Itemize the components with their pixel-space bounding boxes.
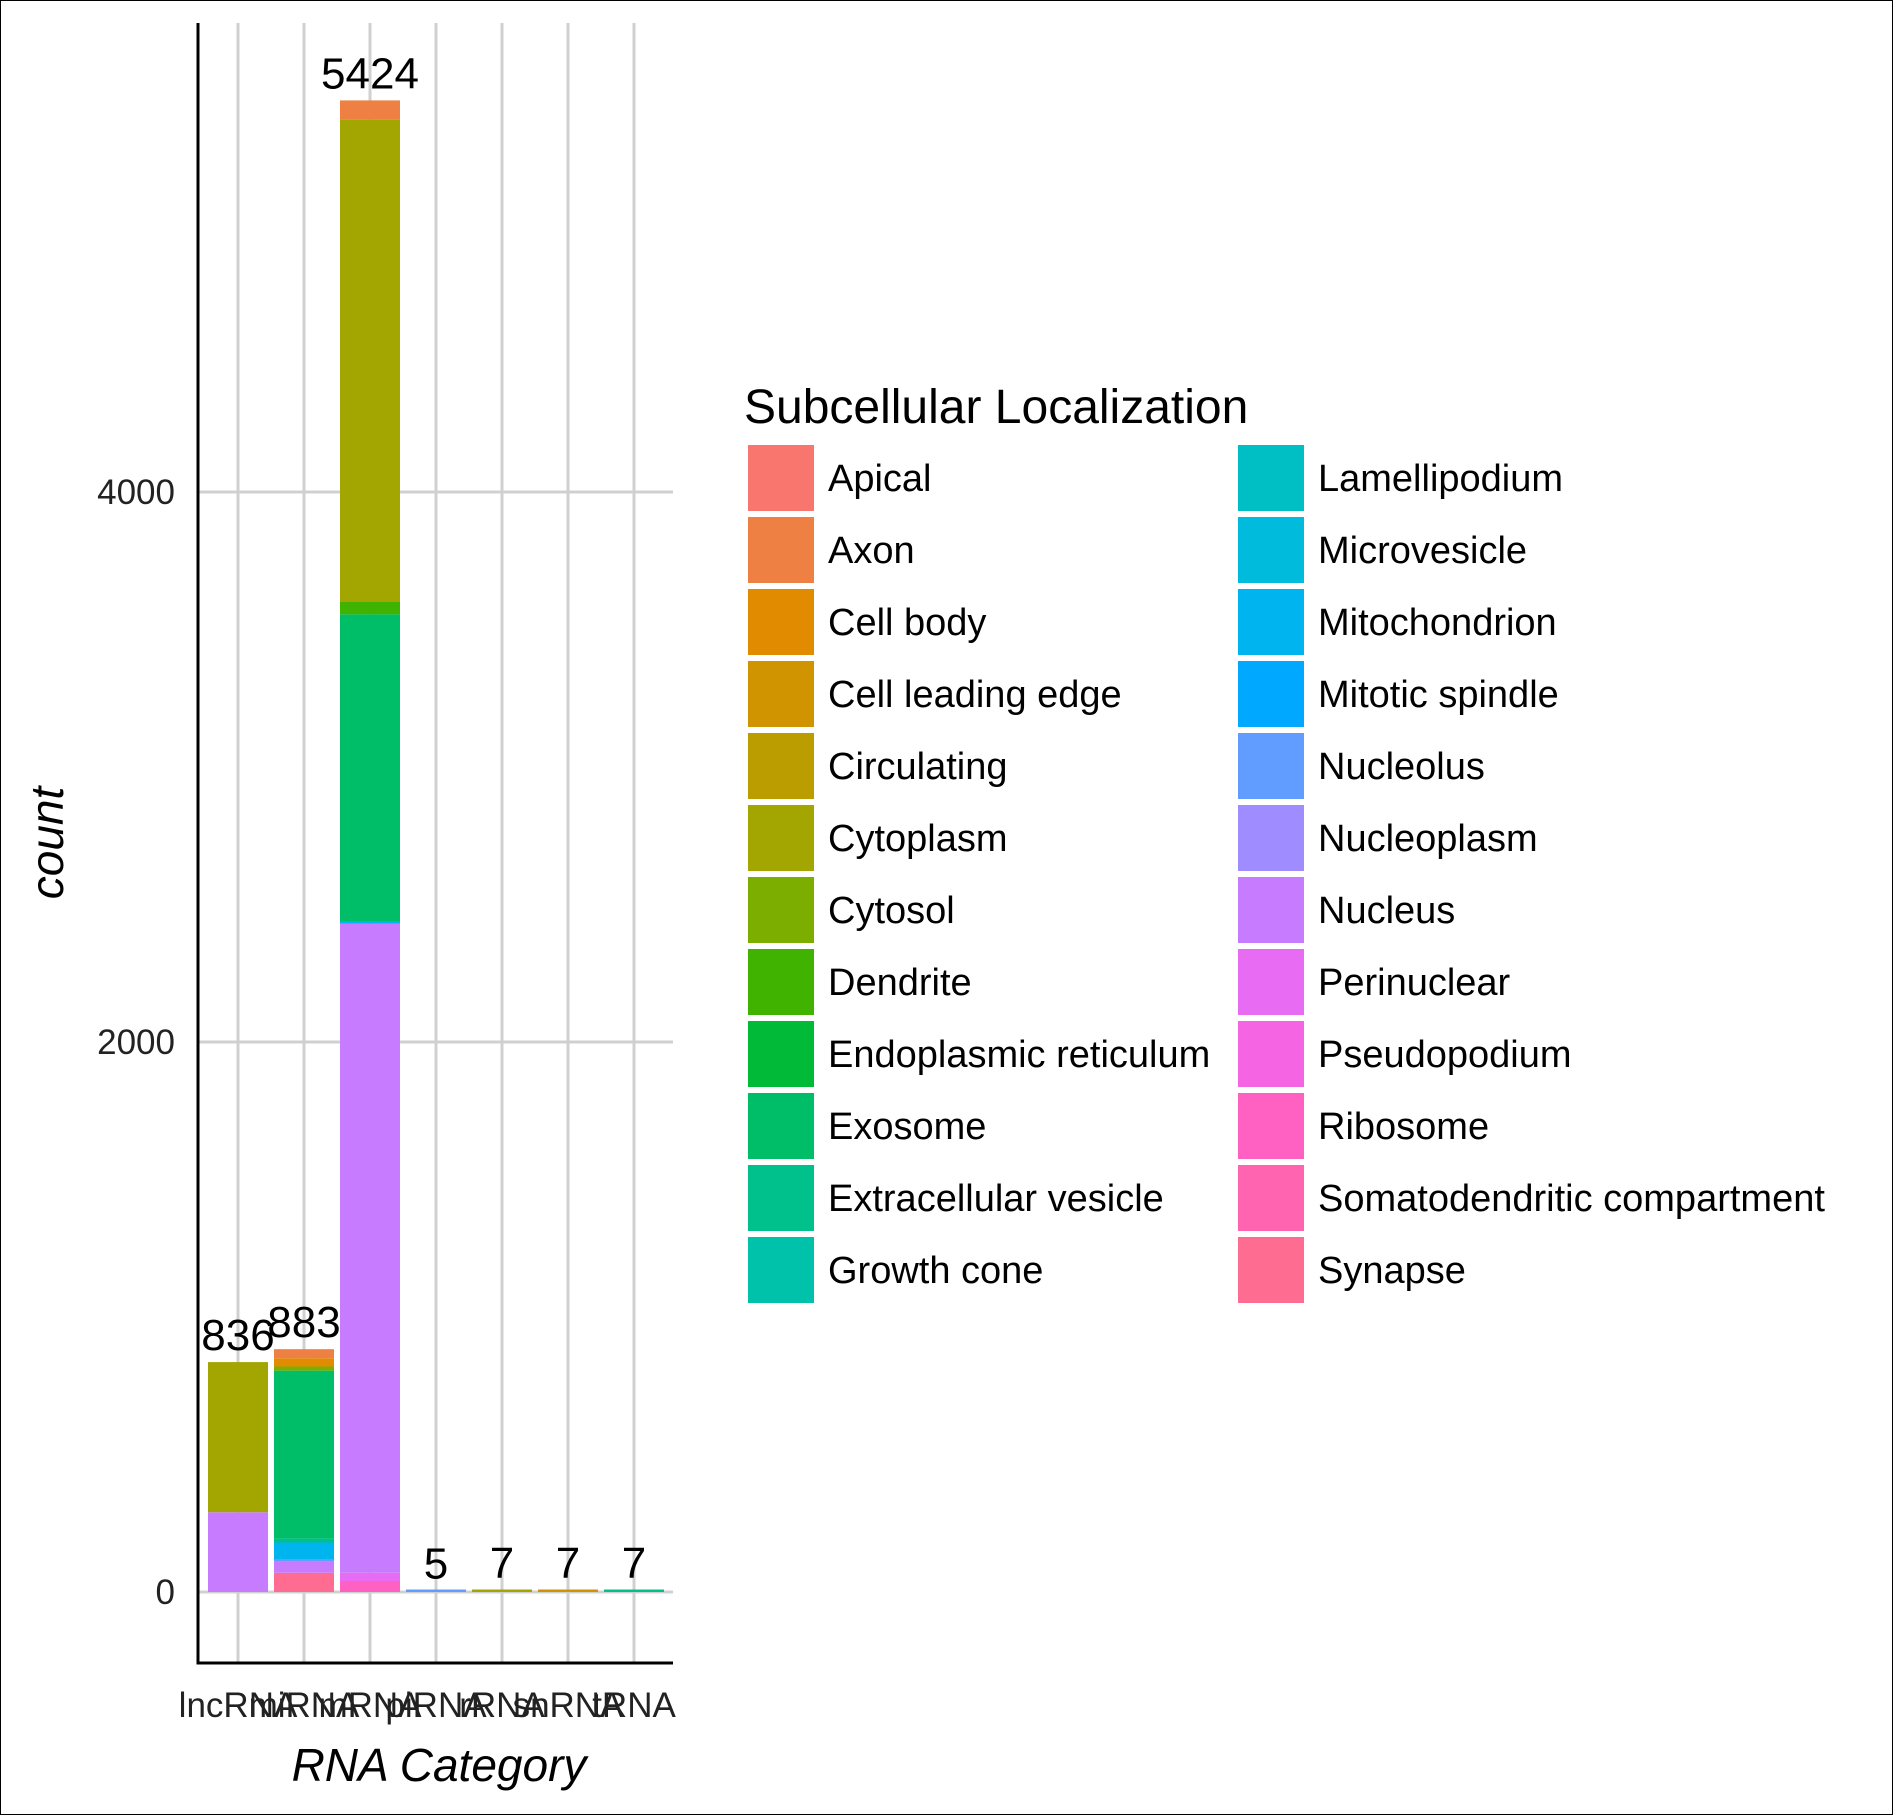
x-tick-label-piRNA: piRNA	[385, 1686, 487, 1725]
bar-segment-miRNA-nucleolus	[274, 1559, 334, 1562]
legend-label-mitochondrion: Mitochondrion	[1318, 602, 1557, 644]
y-axis-title: count	[21, 785, 73, 900]
legend-label-cytoplasm: Cytoplasm	[828, 818, 1008, 860]
legend-label-perinuclear: Perinuclear	[1318, 962, 1511, 1004]
total-label-mRNA: 5424	[321, 49, 419, 98]
bar-segment-miRNA-nucleus	[274, 1561, 334, 1573]
legend-label-cytosol: Cytosol	[828, 890, 955, 932]
legend-label-somatodendritic-compartment: Somatodendritic compartment	[1318, 1178, 1825, 1220]
legend-label-mitotic-spindle: Mitotic spindle	[1318, 674, 1559, 716]
legend-label-nucleolus: Nucleolus	[1318, 746, 1485, 788]
x-axis-title: RNA Category	[292, 1739, 590, 1791]
bar-segment-snRNA-cell-leading-edge	[538, 1589, 598, 1592]
bar-segment-miRNA-axon	[274, 1349, 334, 1359]
legend-label-cell-leading-edge: Cell leading edge	[828, 674, 1122, 716]
bar-segment-mRNA-exosome	[340, 614, 400, 921]
total-label-lncRNA: 836	[201, 1311, 274, 1360]
legend-key-axon	[748, 517, 814, 583]
legend-key-nucleolus	[1238, 733, 1304, 799]
legend-key-perinuclear	[1238, 949, 1304, 1015]
legend-label-endoplasmic-reticulum: Endoplasmic reticulum	[828, 1034, 1210, 1076]
legend-label-extracellular-vesicle: Extracellular vesicle	[828, 1178, 1164, 1220]
legend-key-nucleus	[1238, 877, 1304, 943]
legend-key-ribosome	[1238, 1093, 1304, 1159]
x-tick-label-mRNA: mRNA	[318, 1686, 422, 1725]
legend-key-endoplasmic-reticulum	[748, 1021, 814, 1087]
legend-key-pseudopodium	[1238, 1021, 1304, 1087]
legend-key-synapse	[1238, 1237, 1304, 1303]
legend-key-cell-leading-edge	[748, 661, 814, 727]
x-tick-label-miRNA: miRNA	[249, 1686, 360, 1725]
total-label-rRNA: 7	[490, 1539, 514, 1588]
x-tick-label-rRNA: rRNA	[459, 1686, 545, 1725]
legend-key-mitotic-spindle	[1238, 661, 1304, 727]
total-label-tRNA: 7	[622, 1539, 646, 1588]
legend-key-cytosol	[748, 877, 814, 943]
legend-key-cytoplasm	[748, 805, 814, 871]
bars	[208, 100, 664, 1592]
legend-label-synapse: Synapse	[1318, 1250, 1466, 1292]
x-tick-label-snRNA: snRNA	[513, 1686, 625, 1725]
legend-label-exosome: Exosome	[828, 1106, 986, 1148]
legend-label-axon: Axon	[828, 530, 915, 572]
y-tick-label-2000: 2000	[97, 1023, 175, 1062]
legend-key-extracellular-vesicle	[748, 1165, 814, 1231]
legend-label-growth-cone: Growth cone	[828, 1250, 1043, 1292]
bar-segment-piRNA-nucleolus	[406, 1589, 466, 1592]
total-label-miRNA: 883	[267, 1298, 340, 1347]
bar-segment-mRNA-ribosome	[340, 1581, 400, 1592]
legend-key-circulating	[748, 733, 814, 799]
legend-key-nucleoplasm	[1238, 805, 1304, 871]
bar-segment-mRNA-cytoplasm	[340, 119, 400, 603]
legend-key-somatodendritic-compartment	[1238, 1165, 1304, 1231]
bar-segment-miRNA-cell-body	[274, 1358, 334, 1367]
legend-label-dendrite: Dendrite	[828, 962, 972, 1004]
legend-key-exosome	[748, 1093, 814, 1159]
bar-segment-mRNA-perinuclear	[340, 1572, 400, 1581]
bar-segment-miRNA-cytosol	[274, 1366, 334, 1371]
bar-segment-mRNA-axon	[340, 100, 400, 120]
legend-key-microvesicle	[1238, 517, 1304, 583]
bar-segment-lncRNA-cytoplasm	[208, 1362, 268, 1513]
legend-label-apical: Apical	[828, 458, 932, 500]
total-label-snRNA: 7	[556, 1539, 580, 1588]
axes	[196, 23, 673, 1665]
legend: Subcellular Localization Apical Axon Cell …	[744, 381, 1825, 1303]
bar-segment-miRNA-extracellular-vesicle	[274, 1538, 334, 1543]
legend-label-lamellipodium: Lamellipodium	[1318, 458, 1563, 500]
tick-labels: 0 2000 4000 lncRNAmiRNAmRNApiRNArRNAsnRNAtR…	[97, 473, 676, 1725]
x-tick-label-lncRNA: lncRNA	[179, 1686, 298, 1725]
legend-label-pseudopodium: Pseudopodium	[1318, 1034, 1572, 1076]
legend-label-microvesicle: Microvesicle	[1318, 530, 1527, 572]
legend-label-nucleus: Nucleus	[1318, 890, 1455, 932]
total-label-piRNA: 5	[424, 1540, 448, 1589]
bar-segment-rRNA-cytoplasm	[472, 1589, 532, 1592]
legend-key-mitochondrion	[1238, 589, 1304, 655]
legend-key-cell-body	[748, 589, 814, 655]
legend-label-cell-body: Cell body	[828, 602, 986, 644]
grid-lines	[198, 23, 673, 1663]
legend-title: Subcellular Localization	[744, 381, 1248, 434]
legend-label-nucleoplasm: Nucleoplasm	[1318, 818, 1538, 860]
legend-label-circulating: Circulating	[828, 746, 1008, 788]
bar-segment-mRNA-dendrite	[340, 602, 400, 615]
x-tick-label-tRNA: tRNA	[592, 1686, 676, 1725]
legend-label-ribosome: Ribosome	[1318, 1106, 1489, 1148]
bar-segment-miRNA-exosome	[274, 1370, 334, 1539]
bar-segment-lncRNA-nucleus	[208, 1512, 268, 1592]
bar-segment-miRNA-mitochondrion	[274, 1542, 334, 1559]
legend-key-dendrite	[748, 949, 814, 1015]
legend-key-growth-cone	[748, 1237, 814, 1303]
y-tick-label-0: 0	[156, 1573, 175, 1612]
bar-segment-mRNA-nucleus	[340, 923, 400, 1573]
bar-segment-tRNA-extracellular-vesicle	[604, 1589, 664, 1592]
bar-segment-mRNA-mitochondrion	[340, 921, 400, 924]
bar-segment-miRNA-synapse	[274, 1572, 334, 1592]
legend-key-apical	[748, 445, 814, 511]
legend-key-lamellipodium	[1238, 445, 1304, 511]
y-tick-label-4000: 4000	[97, 473, 175, 512]
